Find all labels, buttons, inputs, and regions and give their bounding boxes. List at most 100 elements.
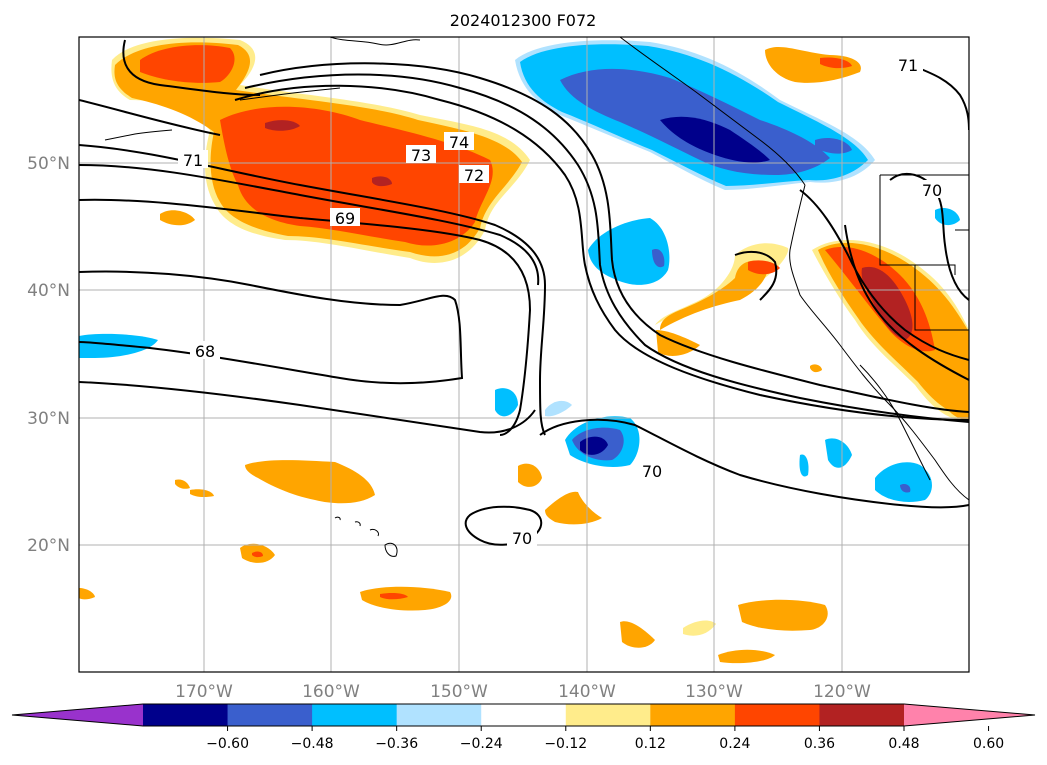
positive-blob-1	[160, 210, 195, 226]
colorbar-tick-label: 0.36	[804, 736, 835, 752]
lat-label-30n: 30°N	[27, 409, 70, 429]
contour-label-71-b: 71	[898, 56, 918, 75]
positive-region-max-2	[372, 176, 392, 187]
contour-label-bg-69	[330, 208, 360, 226]
contour-label-bg-71	[178, 150, 208, 168]
colorbar-segment	[734, 704, 820, 726]
height-contours	[79, 39, 969, 546]
contour-70-east2	[844, 224, 969, 381]
colorbar-segment	[143, 704, 229, 726]
positive-blob-12	[718, 649, 775, 664]
negative-region-gulf-alaska-max	[660, 116, 770, 163]
positive-blob-6	[545, 491, 602, 525]
map-frame	[78, 36, 970, 673]
positive-blob-8	[190, 489, 214, 498]
lon-label-130w: 130°W	[685, 682, 743, 702]
positive-blob-13	[79, 588, 95, 600]
contour-label-bg-72	[459, 165, 489, 183]
contour-69	[79, 198, 532, 436]
lon-label-170w: 170°W	[175, 682, 233, 702]
contour-72-east	[799, 189, 969, 361]
coastline-hawaii-1	[334, 516, 341, 521]
lon-label-120w: 120°W	[813, 682, 871, 702]
positive-blob-10	[620, 621, 655, 648]
colorbar-tick-label: −0.48	[291, 736, 334, 752]
negative-blob-3	[545, 400, 572, 417]
colorbar-segment	[312, 704, 398, 726]
colorbar-tick-label: −0.24	[460, 736, 503, 752]
negative-blob-6	[799, 454, 809, 477]
contour-73	[244, 73, 969, 423]
contour-label-70-a: 70	[642, 462, 662, 481]
lat-label-20n: 20°N	[27, 536, 70, 556]
contour-label-bg-70-c	[917, 180, 947, 198]
positive-region-north-pacific-west	[140, 45, 235, 83]
coastlines	[104, 37, 969, 557]
colorbar-segment	[650, 704, 736, 726]
negative-blob-4	[825, 438, 852, 468]
lon-label-150w: 150°W	[430, 682, 488, 702]
contour-label-bg-73	[406, 145, 436, 163]
coastline-state-border-1	[879, 175, 956, 275]
negative-blob-1	[79, 333, 158, 358]
negative-region-central-dark	[652, 249, 665, 268]
positive-region-california-max	[861, 266, 913, 340]
positive-blob-5	[518, 463, 542, 487]
colorbar-tick-label: 0.48	[888, 736, 919, 752]
colorbar: −0.60 −0.48 −0.36 −0.24 −0.12 0.12 0.24 0.36 0.4…	[11, 703, 1036, 752]
negative-shading	[79, 40, 960, 502]
contour-label-72: 72	[464, 166, 484, 185]
positive-blob-2	[245, 460, 375, 504]
positive-region-alaska-gulf	[765, 46, 861, 83]
contour-label-69: 69	[335, 209, 355, 228]
coastline-aleutians-west	[104, 129, 173, 141]
coastline-state-border-2	[914, 265, 969, 331]
coastline-hawaii-3	[369, 529, 379, 537]
contour-label-73: 73	[411, 146, 431, 165]
positive-blob-15	[940, 379, 969, 420]
contour-label-74: 74	[449, 133, 469, 152]
lat-label-40n: 40°N	[27, 281, 70, 301]
positive-blob-3b	[252, 551, 263, 558]
coastline-alaska	[329, 37, 421, 46]
positive-region-alaska-gulf-high	[820, 57, 852, 69]
colorbar-segment	[819, 704, 905, 726]
negative-blob-2	[495, 388, 518, 417]
negative-region-gulf-alaska-3	[815, 138, 852, 154]
contour-label-71: 71	[183, 151, 203, 170]
contour-74	[234, 84, 969, 421]
colorbar-outline	[11, 703, 1036, 727]
contour-label-bg-70-b	[507, 528, 537, 546]
coastline-aleutians	[239, 87, 341, 101]
contour-71-c	[79, 99, 221, 136]
contour-label-group: 74 73 72 71 69 68 70 70 70 71	[178, 55, 947, 548]
lat-label-50n: 50°N	[27, 154, 70, 174]
contour-arm-1	[734, 250, 778, 301]
colorbar-tick-label: −0.12	[544, 736, 587, 752]
lon-label-140w: 140°W	[558, 682, 616, 702]
colorbar-extend-low	[12, 704, 143, 726]
lon-label-160w: 160°W	[302, 682, 360, 702]
longitude-labels: 170°W 160°W 150°W 140°W 130°W 120°W	[175, 682, 871, 702]
contour-label-70-c: 70	[922, 181, 942, 200]
colorbar-tick-label: −0.36	[375, 736, 418, 752]
positive-region-north-pacific-high	[220, 106, 493, 246]
colorbar-tick-label: 0.24	[719, 736, 750, 752]
contour-label-bg-70-a	[637, 461, 667, 479]
positive-blob-11	[683, 620, 716, 636]
contour-70-south	[539, 418, 969, 509]
latitude-labels: 50°N 40°N 30°N 20°N	[27, 154, 70, 556]
colorbar-tick-label: 0.12	[635, 736, 666, 752]
contour-label-68: 68	[195, 342, 215, 361]
contour-label-bg-74	[444, 132, 474, 150]
coastline-hawaii-2	[354, 521, 361, 527]
coastline-bc	[619, 37, 806, 186]
contour-72	[259, 62, 969, 413]
positive-blob-9	[738, 599, 828, 631]
contour-71-b	[122, 39, 261, 96]
coastline-us-west	[789, 184, 969, 501]
map-panel: 74 73 72 71 69 68 70 70 70 71	[78, 36, 970, 673]
positive-region-mid-pacific-4	[748, 260, 780, 275]
colorbar-tick-label: 0.60	[973, 736, 1004, 752]
